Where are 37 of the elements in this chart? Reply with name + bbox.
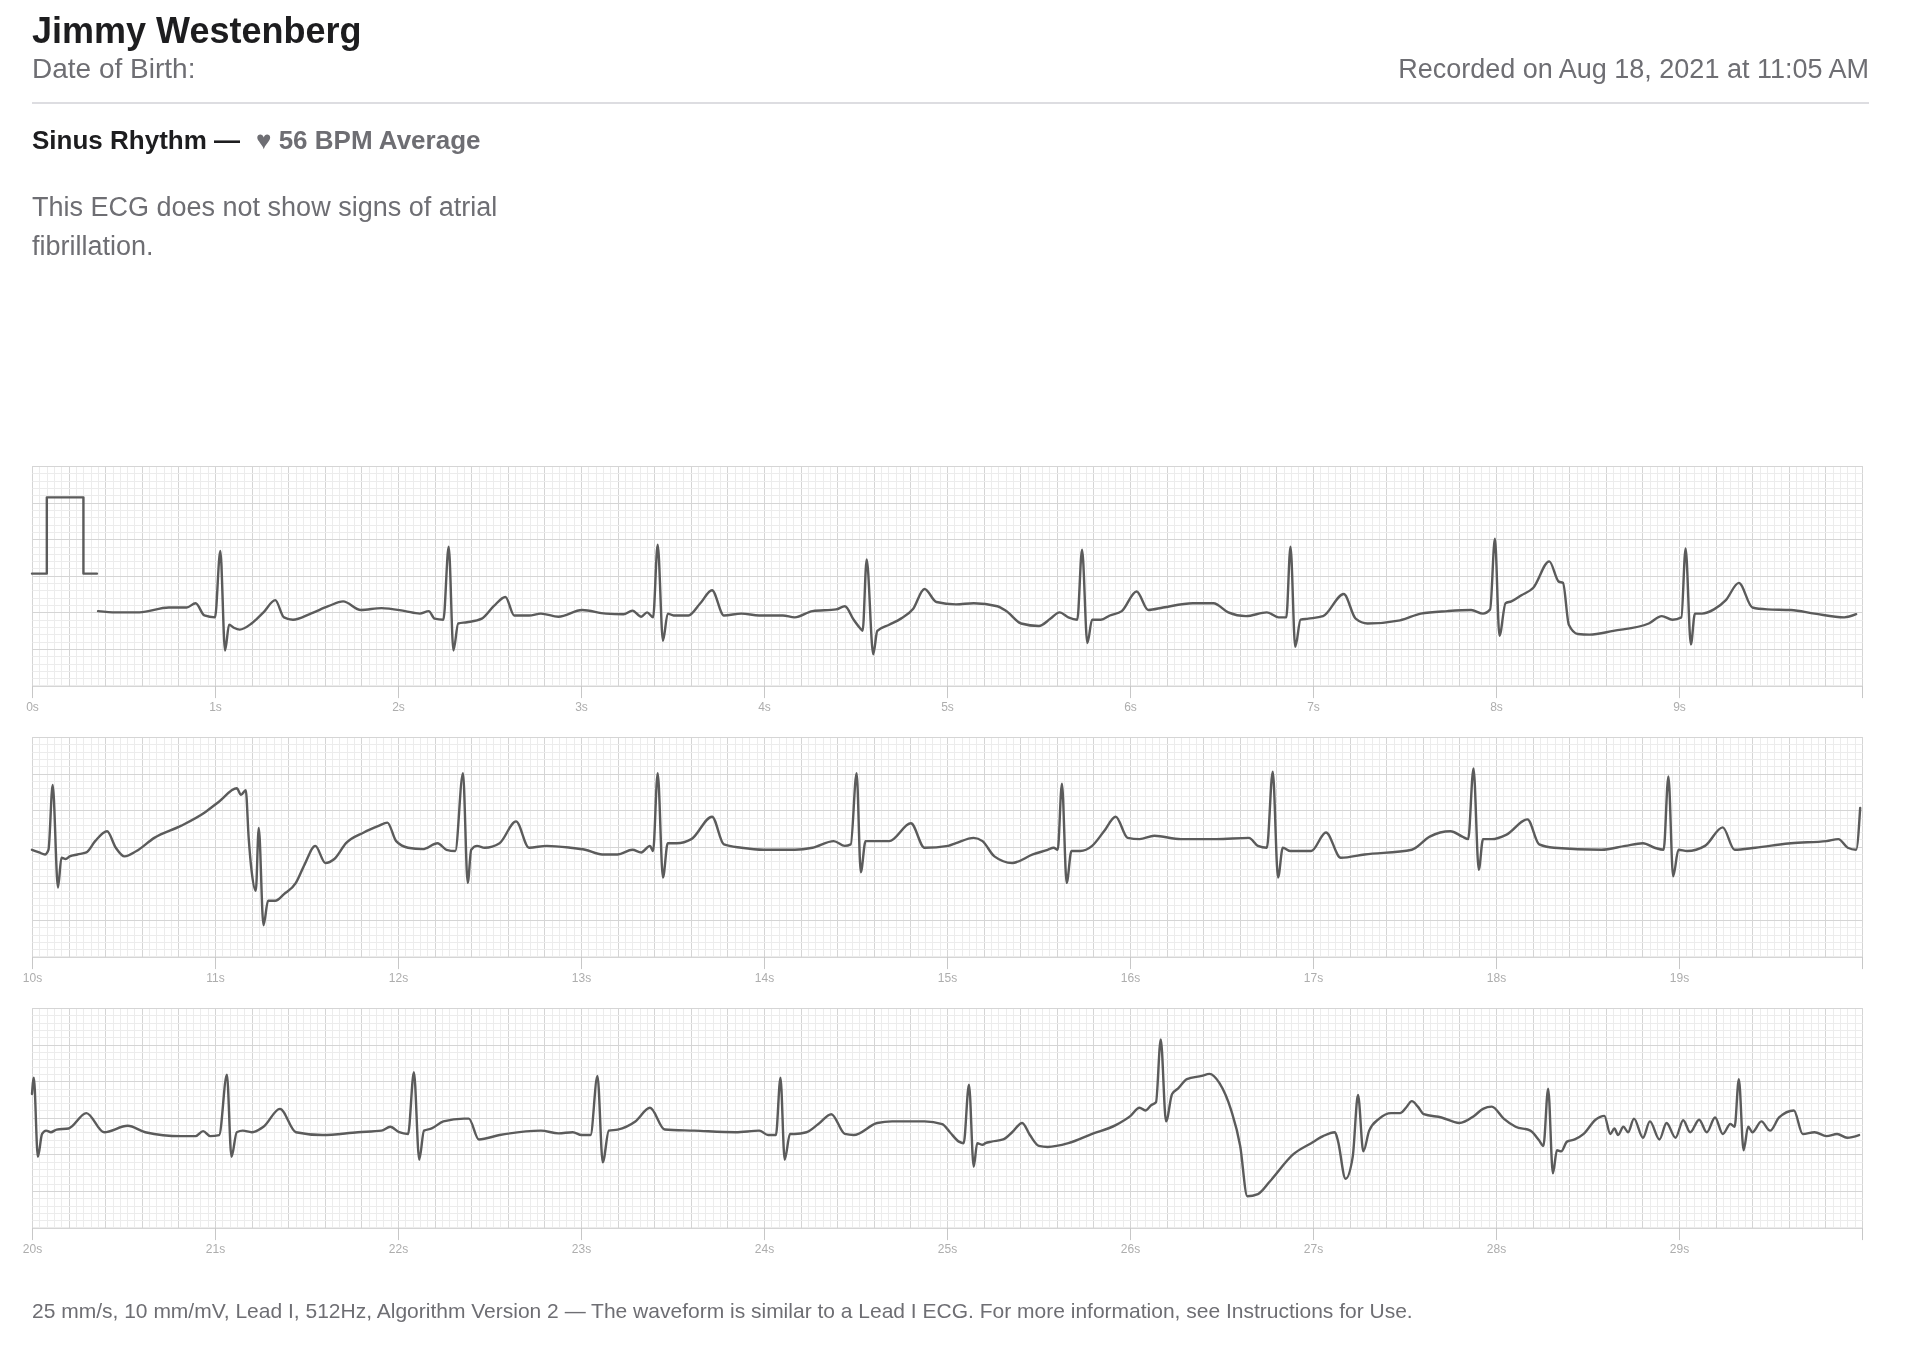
x-tick-label: 11s bbox=[206, 971, 225, 986]
x-tick-label: 9s bbox=[1673, 700, 1686, 715]
x-tick-label: 19s bbox=[1669, 971, 1690, 986]
x-tick-label: 0s bbox=[26, 700, 39, 715]
x-tick-label: 20s bbox=[22, 1242, 43, 1257]
x-tick-label: 1s bbox=[209, 700, 222, 715]
x-tick-label: 28s bbox=[1486, 1242, 1507, 1257]
x-tick-label: 7s bbox=[1307, 700, 1320, 715]
text: Recorded on Aug 18, 2021 at 11:05 AM bbox=[1398, 54, 1869, 84]
x-tick-label: 26s bbox=[1120, 1242, 1141, 1257]
text: Date of Birth: bbox=[32, 53, 196, 84]
x-tick-label: 10s bbox=[22, 971, 43, 986]
x-tick-label: 5s bbox=[941, 700, 954, 715]
x-tick-label: 8s bbox=[1490, 700, 1503, 715]
x-tick-label: 16s bbox=[1120, 971, 1141, 986]
x-tick-label: 17s bbox=[1303, 971, 1324, 986]
x-tick-label: 4s bbox=[758, 700, 771, 715]
x-tick-label: 27s bbox=[1303, 1242, 1324, 1257]
x-tick-label: 2s bbox=[392, 700, 405, 715]
x-tick-label: 12s bbox=[388, 971, 409, 986]
x-tick-label: 13s bbox=[571, 971, 592, 986]
x-tick-label: 18s bbox=[1486, 971, 1507, 986]
x-tick-label: 14s bbox=[754, 971, 775, 986]
x-tick-label: 24s bbox=[754, 1242, 775, 1257]
text: This ECG does not show signs of atrial fibrillation. bbox=[32, 191, 498, 261]
x-tick-label: 29s bbox=[1669, 1242, 1690, 1257]
text: Jimmy Westenberg bbox=[32, 10, 362, 51]
x-tick-label: 21s bbox=[205, 1242, 226, 1257]
x-tick-label: 15s bbox=[937, 971, 958, 986]
x-tick-label: 25s bbox=[937, 1242, 958, 1257]
x-tick-label: 23s bbox=[571, 1242, 592, 1257]
text: Sinus Rhythm — bbox=[32, 125, 241, 155]
text: ♥ 56 BPM Average bbox=[256, 125, 481, 155]
x-tick-label: 6s bbox=[1124, 700, 1137, 715]
x-tick-label: 22s bbox=[388, 1242, 409, 1257]
text: 25 mm/s, 10 mm/mV, Lead I, 512Hz, Algorithm Version 2 — The waveform is similar to a Lead I ECG. For more information, see Instructions for Use. bbox=[32, 1298, 1413, 1322]
x-tick-label: 3s bbox=[575, 700, 588, 715]
